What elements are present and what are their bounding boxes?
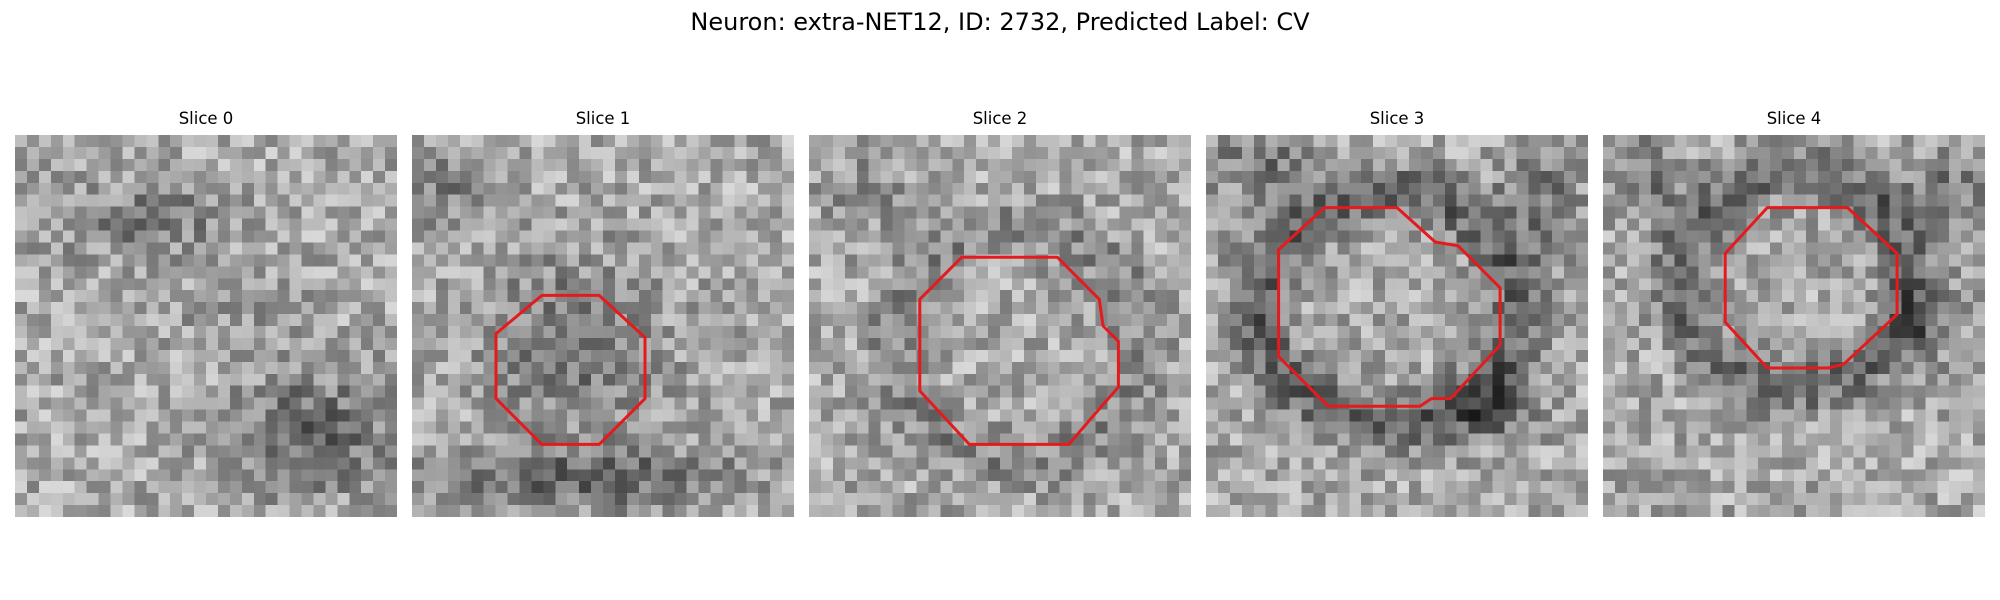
roi-contour bbox=[918, 255, 1120, 446]
slice-image-3 bbox=[1206, 135, 1588, 517]
slice-title: Slice 1 bbox=[575, 109, 631, 128]
figure-title: Neuron: extra-NET12, ID: 2732, Predicted… bbox=[690, 8, 1310, 36]
grayscale-patch bbox=[15, 135, 397, 517]
slice-image-1 bbox=[412, 135, 794, 517]
slice-panel-4: Slice 4 bbox=[1603, 108, 1985, 517]
slice-panel-0: Slice 0 bbox=[15, 108, 397, 517]
slice-panel-3: Slice 3 bbox=[1206, 108, 1588, 517]
slice-image-2 bbox=[809, 135, 1191, 517]
roi-contour-overlay bbox=[1277, 206, 1502, 408]
slice-image-4 bbox=[1603, 135, 1985, 517]
roi-contour bbox=[1277, 206, 1502, 408]
roi-contour-overlay bbox=[918, 255, 1120, 446]
slice-panel-1: Slice 1 bbox=[412, 108, 794, 517]
roi-contour bbox=[494, 293, 647, 446]
slice-image-0 bbox=[15, 135, 397, 517]
grayscale-patch bbox=[1603, 135, 1985, 517]
grayscale-patch bbox=[412, 135, 794, 517]
slice-title: Slice 3 bbox=[1369, 109, 1425, 128]
slice-title: Slice 4 bbox=[1766, 109, 1822, 128]
roi-contour-overlay bbox=[15, 135, 397, 517]
slice-title: Slice 2 bbox=[972, 109, 1028, 128]
slice-panel-2: Slice 2 bbox=[809, 108, 1191, 517]
slice-title: Slice 0 bbox=[178, 109, 234, 128]
roi-contour-overlay bbox=[1723, 206, 1899, 370]
grayscale-patch bbox=[1206, 135, 1588, 517]
grayscale-patch bbox=[809, 135, 1191, 517]
roi-contour-overlay bbox=[494, 293, 647, 446]
roi-contour bbox=[1723, 206, 1899, 370]
